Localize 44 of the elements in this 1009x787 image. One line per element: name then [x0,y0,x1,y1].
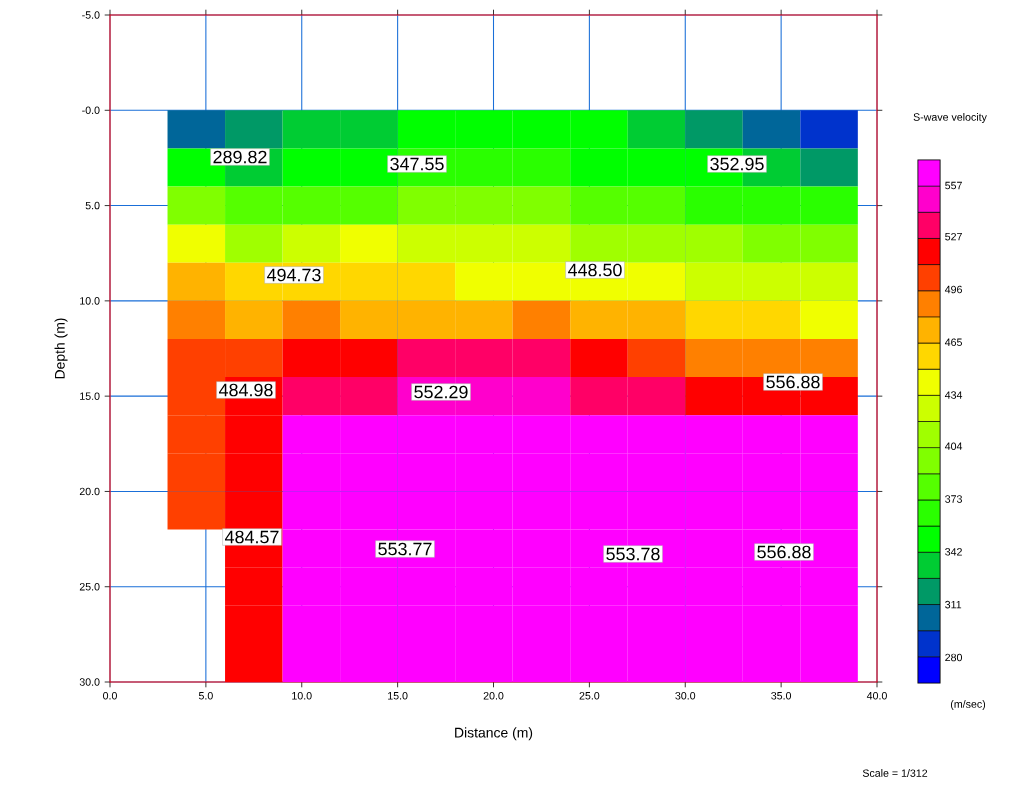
annotation: 553.78 [606,547,660,561]
x-tick-label: 0.0 [103,692,117,700]
annotation: 553.77 [378,542,432,556]
x-tick-label: 30.0 [675,692,696,700]
color-bar-label: 280 [945,653,963,662]
annotation: 556.88 [757,545,811,559]
y-tick-label: 25.0 [79,582,100,591]
x-tick-label: 20.0 [483,692,504,700]
y-tick-label: -0.0 [82,106,100,115]
y-tick-label: 15.0 [80,392,100,400]
text: Scale = 1/312 [862,769,928,777]
x-axis-title: Distance (m) [455,727,533,741]
x-tick-label: 10.0 [292,692,312,700]
y-axis-title: Depth (m) [54,318,68,379]
x-tick-label: 35.0 [771,692,792,700]
x-tick-label: 25.0 [579,692,600,700]
color-bar-label: 311 [945,600,962,609]
annotation: 552.29 [414,385,468,399]
annotation: 556.88 [766,375,820,389]
annotation: 448.50 [568,263,622,277]
color-bar-label: 465 [944,338,962,347]
color-bar-label: 557 [945,181,962,190]
annotation: 494.73 [267,268,321,282]
color-bar-label: 373 [945,495,962,503]
annotation: 289.82 [213,150,267,164]
y-tick-label: -5.0 [82,11,100,19]
annotation: 352.95 [710,157,764,171]
x-tick-label: 15.0 [388,692,408,700]
color-bar-label: 496 [944,285,962,294]
color-bar-label: 342 [945,548,962,556]
text: (m/sec) [950,700,986,710]
annotation: 484.98 [219,383,273,397]
y-tick-label: 10.0 [80,297,100,305]
y-tick-label: 30.0 [79,678,100,686]
annotation: 484.57 [225,530,279,544]
annotation: 347.55 [390,157,444,171]
color-bar-label: 434 [944,391,963,399]
y-tick-label: 20.0 [79,487,100,496]
y-tick-label: 5.0 [85,201,100,210]
color-bar-label: 404 [944,442,963,450]
x-tick-label: 40.0 [866,692,887,700]
x-tick-label: 5.0 [198,692,213,700]
color-bar-label: 527 [945,232,962,241]
color-bar-title: S-wave velocity [913,113,987,123]
